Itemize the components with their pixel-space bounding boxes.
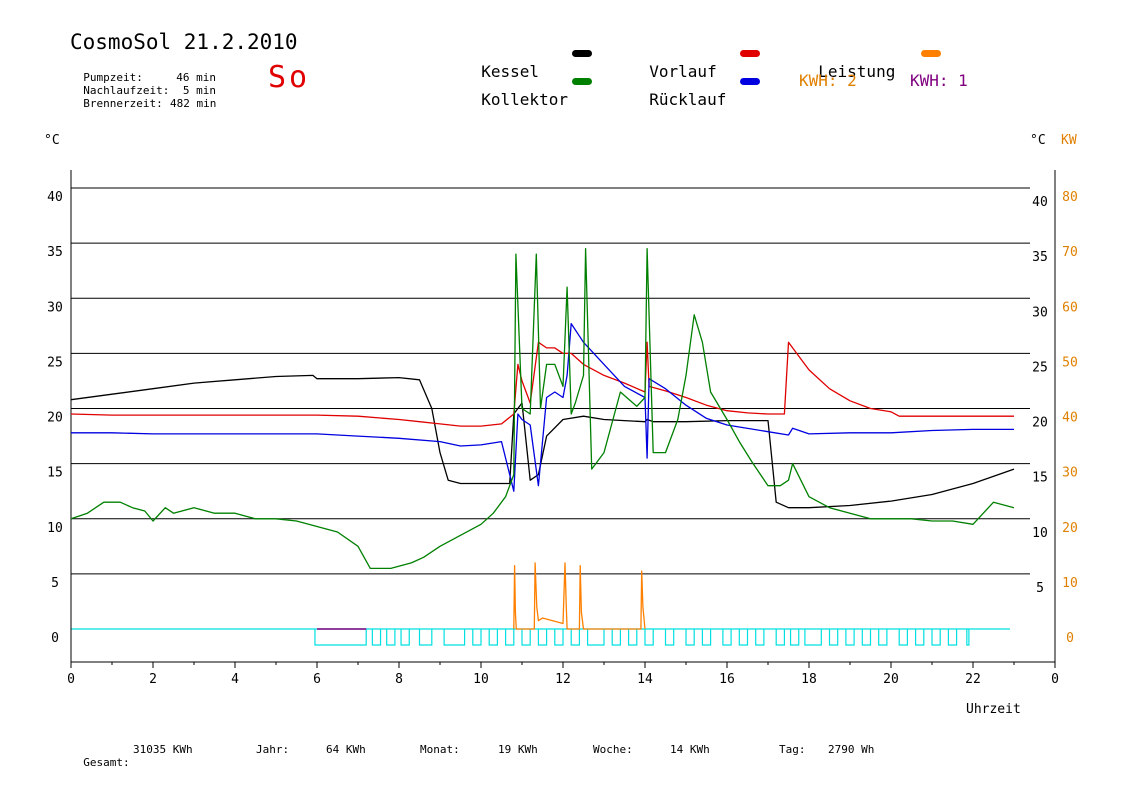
series-line-kessel — [70, 374, 1015, 509]
legend-swatch-vorlauf — [740, 50, 760, 57]
y2-tick-label: 40 — [1062, 411, 1078, 426]
footer-woche-value: 14 KWh — [670, 743, 710, 756]
x-tick-label: 10 — [473, 672, 489, 687]
x-tick-label: 20 — [883, 672, 899, 687]
legend-label: Kollektor — [481, 90, 568, 109]
x-tick-label: 4 — [231, 672, 239, 687]
y-tick-label-left: 20 — [47, 411, 63, 426]
legend-label: Vorlauf — [649, 62, 717, 81]
footer-monat-value: 19 KWh — [498, 743, 538, 756]
info-label: Nachlaufzeit: — [83, 84, 170, 97]
y2-tick-label: 60 — [1062, 300, 1078, 315]
legend-leistung: Leistung — [799, 43, 895, 81]
series-line-leistung — [513, 562, 646, 630]
y-tick-label-left: 30 — [47, 300, 63, 315]
y-tick-label-right: 35 — [1032, 250, 1048, 265]
info-brennerzeit: Brennerzeit: 482 min — [70, 84, 216, 110]
legend-swatch-kessel — [572, 50, 592, 57]
footer-tag-value: 2790 Wh — [828, 743, 875, 756]
footer-jahr-value: 64 KWh — [326, 743, 366, 756]
pump-operation-trace — [314, 629, 970, 646]
footer-label: Gesamt: — [83, 756, 130, 769]
info-label: Pumpzeit: — [83, 71, 143, 84]
info-nachlaufzeit: Nachlaufzeit: 5 min — [70, 71, 216, 97]
footer-woche: Woche: — [593, 743, 633, 756]
legend-swatch-ruecklauf — [740, 78, 760, 85]
footer-monat: Monat: — [420, 743, 460, 756]
legend-swatch-leistung — [921, 50, 941, 57]
chart-title: CosmoSol 21.2.2010 — [70, 30, 298, 54]
x-tick-label: 0 — [67, 672, 75, 687]
x-tick-label: 2 — [149, 672, 157, 687]
footer-tag: Tag: — [779, 743, 806, 756]
right-axis-unit-kw: KW — [1061, 133, 1077, 148]
y2-tick-label: 10 — [1062, 576, 1078, 591]
right-axis-unit-c: °C — [1030, 133, 1046, 148]
x-tick-label: 12 — [555, 672, 571, 687]
info-value: 46 min — [176, 71, 216, 84]
footer-jahr: Jahr: — [256, 743, 290, 756]
y-tick-label-right: 15 — [1032, 471, 1048, 486]
y2-tick-label: 0 — [1066, 631, 1074, 646]
weekday-label: So — [268, 60, 311, 95]
y-tick-label-right: 10 — [1032, 526, 1048, 541]
y2-tick-label: 80 — [1062, 190, 1078, 205]
x-tick-label: 0 — [1051, 672, 1059, 687]
x-tick-label: 18 — [801, 672, 817, 687]
legend-label: Kessel — [481, 62, 540, 81]
y-tick-label-left: 40 — [47, 190, 63, 205]
y2-tick-label: 30 — [1062, 466, 1078, 481]
footer-gesamt-value: 31035 KWh — [133, 743, 193, 756]
x-tick-label: 14 — [637, 672, 653, 687]
legend-label: Leistung — [818, 62, 896, 81]
info-label: Brennerzeit: — [83, 97, 163, 110]
x-tick-label: 6 — [313, 672, 321, 687]
info-value: 5 min — [182, 84, 216, 97]
left-axis-unit: °C — [44, 133, 60, 148]
y-tick-label-right: 40 — [1032, 195, 1048, 210]
y-tick-label-left: 35 — [47, 245, 63, 260]
y-tick-label-right: 20 — [1032, 416, 1048, 431]
legend-kollektor: Kollektor — [462, 71, 568, 109]
y2-tick-label: 20 — [1062, 521, 1078, 536]
y-tick-label-left: 25 — [47, 355, 63, 370]
series-line-vorlauf — [70, 341, 1014, 427]
y-tick-label-left: 15 — [47, 466, 63, 481]
series-line-rcklauf — [71, 322, 1014, 492]
y-tick-label-left: 10 — [47, 521, 63, 536]
y2-tick-label: 70 — [1062, 245, 1078, 260]
series-line-kollektor — [70, 247, 1015, 570]
info-pumpzeit: Pumpzeit: 46 min — [70, 58, 216, 84]
x-tick-label: 22 — [965, 672, 981, 687]
y2-tick-label: 50 — [1062, 355, 1078, 370]
y-tick-label-right: 5 — [1036, 581, 1044, 596]
x-tick-label: 16 — [719, 672, 735, 687]
y-tick-label-right: 25 — [1032, 360, 1048, 375]
y-tick-label-right: 30 — [1032, 305, 1048, 320]
kwh-2-label: KWH: 2 — [799, 71, 857, 90]
legend-vorlauf: Vorlauf — [630, 43, 717, 81]
x-axis-label: Uhrzeit — [966, 702, 1021, 717]
legend-kessel: Kessel — [462, 43, 539, 81]
legend-ruecklauf: Rücklauf — [630, 71, 726, 109]
kwh-1-label: KWH: 1 — [910, 71, 968, 90]
info-value: 482 min — [170, 97, 217, 110]
y-tick-label-left: 0 — [51, 631, 59, 646]
y-tick-label-left: 5 — [51, 576, 59, 591]
x-tick-label: 8 — [395, 672, 403, 687]
legend-label: Rücklauf — [649, 90, 727, 109]
footer-gesamt: Gesamt: — [70, 743, 130, 769]
legend-swatch-kollektor — [572, 78, 592, 85]
